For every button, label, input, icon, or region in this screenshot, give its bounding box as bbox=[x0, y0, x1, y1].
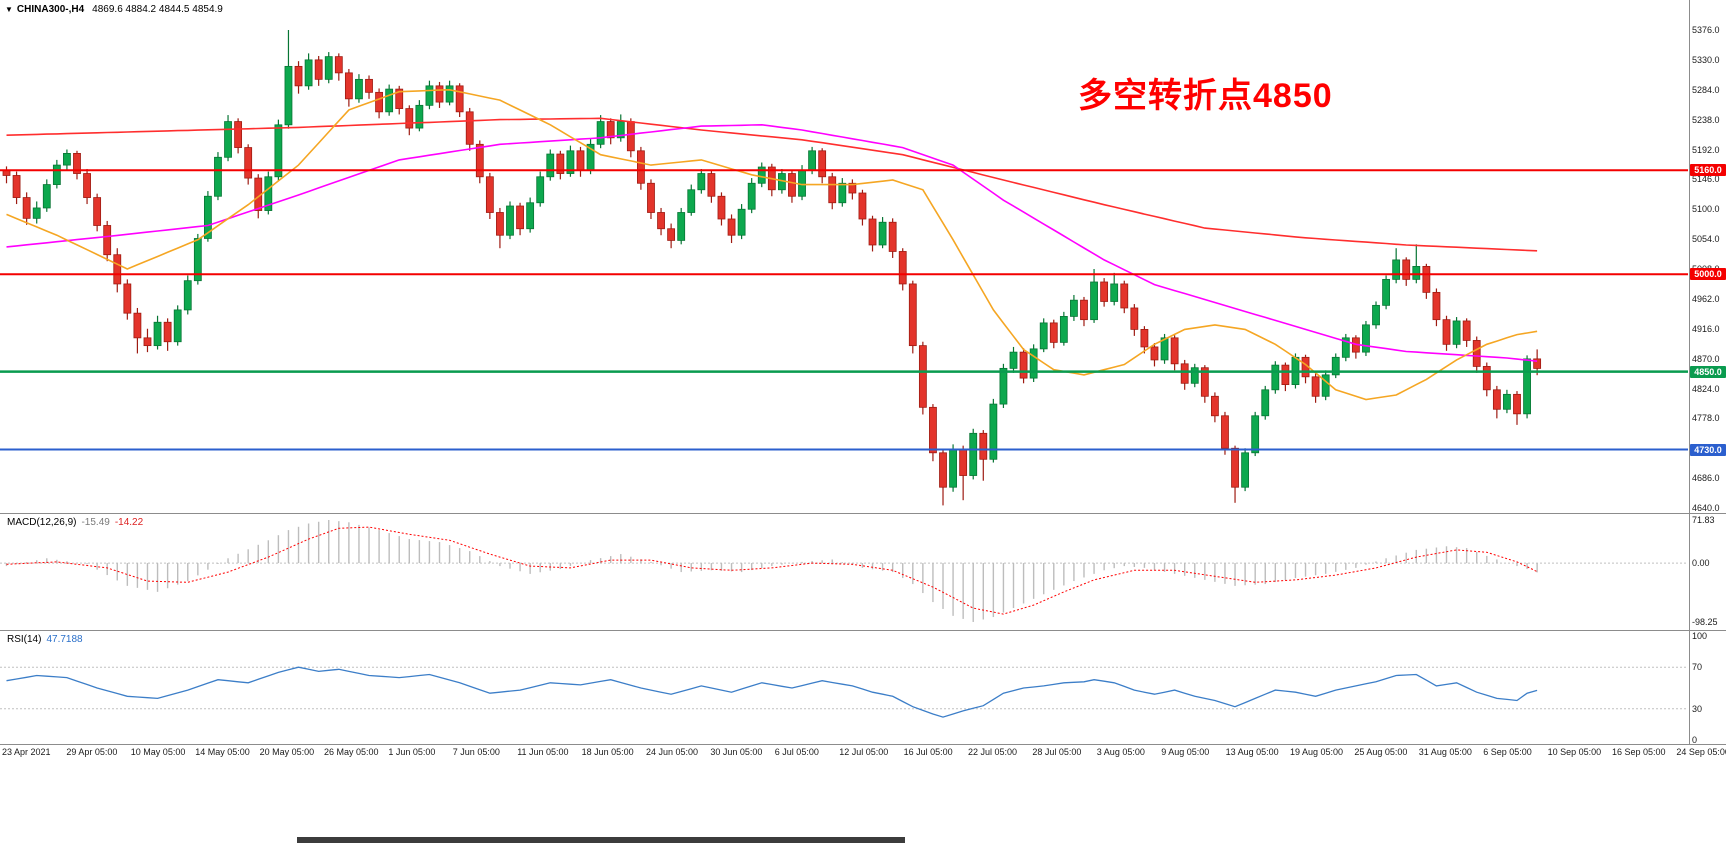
time-label-10: 24 Jun 05:00 bbox=[646, 747, 699, 757]
price-tag-5160.0: 5160.0 bbox=[1690, 164, 1726, 177]
time-label-15: 22 Jul 05:00 bbox=[968, 747, 1018, 757]
time-label-5: 26 May 05:00 bbox=[324, 747, 379, 757]
price-tick-5238.0: 5238.0 bbox=[1692, 114, 1720, 125]
time-label-17: 3 Aug 05:00 bbox=[1096, 747, 1145, 757]
price-tag-4850.0: 4850.0 bbox=[1690, 365, 1726, 378]
ma-mid-line[interactable] bbox=[6, 123, 1538, 362]
time-label-1: 29 Apr 05:00 bbox=[66, 747, 118, 757]
macd-main-value: -15.49 bbox=[81, 517, 110, 528]
macd-signal-value: -14.22 bbox=[114, 517, 144, 528]
price-tick-5192.0: 5192.0 bbox=[1692, 144, 1720, 155]
time-label-21: 25 Aug 05:00 bbox=[1354, 747, 1408, 757]
macd-signal-line[interactable] bbox=[6, 526, 1538, 615]
time-label-22: 31 Aug 05:00 bbox=[1418, 747, 1472, 757]
time-label-6: 1 Jun 05:00 bbox=[388, 747, 436, 757]
time-label-7: 7 Jun 05:00 bbox=[452, 747, 500, 757]
time-label-24: 10 Sep 05:00 bbox=[1547, 747, 1602, 757]
ma-slow-line[interactable] bbox=[6, 117, 1538, 252]
time-label-9: 18 Jun 05:00 bbox=[581, 747, 634, 757]
macd-tick-71.83: 71.83 bbox=[1692, 515, 1715, 525]
rsi-label: RSI(14) bbox=[7, 634, 42, 645]
macd-histogram bbox=[5, 520, 1538, 622]
bottom-window-edge bbox=[297, 837, 905, 843]
time-label-0: 23 Apr 2021 bbox=[2, 747, 51, 757]
price-tick-4686.0: 4686.0 bbox=[1692, 473, 1720, 484]
rsi-value: 47.7188 bbox=[46, 634, 83, 645]
ohlc-values: 4869.6 4884.2 4844.5 4854.9 bbox=[92, 4, 223, 15]
time-label-4: 20 May 05:00 bbox=[259, 747, 315, 757]
price-tick-4962.0: 4962.0 bbox=[1692, 293, 1720, 304]
price-tag-5000.0: 5000.0 bbox=[1690, 268, 1726, 281]
time-label-12: 6 Jul 05:00 bbox=[774, 747, 819, 757]
time-label-11: 30 Jun 05:00 bbox=[710, 747, 763, 757]
price-tick-5376.0: 5376.0 bbox=[1692, 25, 1720, 35]
time-label-20: 19 Aug 05:00 bbox=[1290, 747, 1344, 757]
price-tick-5146.0: 5146.0 bbox=[1692, 174, 1720, 185]
time-label-16: 28 Jul 05:00 bbox=[1032, 747, 1082, 757]
price-tick-4870.0: 4870.0 bbox=[1692, 353, 1720, 364]
macd-tick-0.00: 0.00 bbox=[1692, 558, 1710, 569]
price-tick-5054.0: 5054.0 bbox=[1692, 234, 1720, 245]
macd-header: MACD(12,26,9) -15.49 -14.22 bbox=[7, 517, 148, 528]
price-tick-5284.0: 5284.0 bbox=[1692, 84, 1720, 95]
time-label-2: 10 May 05:00 bbox=[130, 747, 186, 757]
price-tick-5100.0: 5100.0 bbox=[1692, 204, 1720, 215]
time-label-18: 9 Aug 05:00 bbox=[1161, 747, 1210, 757]
rsi-line[interactable] bbox=[6, 666, 1538, 718]
price-tick-5330.0: 5330.0 bbox=[1692, 54, 1720, 65]
rsi-tick-0: 0 bbox=[1692, 735, 1698, 745]
symbol-dropdown-icon[interactable]: ▼ bbox=[5, 5, 13, 14]
time-label-19: 13 Aug 05:00 bbox=[1225, 747, 1279, 757]
rsi-tick-70: 70 bbox=[1692, 662, 1703, 673]
price-tick-4778.0: 4778.0 bbox=[1692, 413, 1720, 424]
symbol-title: CHINA300-,H4 bbox=[16, 4, 85, 15]
price-tick-4824.0: 4824.0 bbox=[1692, 383, 1720, 394]
candles-group bbox=[2, 30, 1542, 506]
time-label-23: 6 Sep 05:00 bbox=[1483, 747, 1532, 757]
price-tick-4916.0: 4916.0 bbox=[1692, 323, 1720, 334]
rsi-tick-30: 30 bbox=[1692, 703, 1703, 714]
rsi-header: RSI(14) 47.7188 bbox=[7, 634, 88, 645]
price-tag-4730.0: 4730.0 bbox=[1690, 443, 1726, 456]
price-tick-4640.0: 4640.0 bbox=[1692, 503, 1720, 513]
annotation-text[interactable]: 多空转折点4850 bbox=[1078, 77, 1333, 115]
ma-fast-line[interactable] bbox=[6, 88, 1538, 401]
macd-label: MACD(12,26,9) bbox=[7, 517, 77, 528]
time-label-14: 16 Jul 05:00 bbox=[903, 747, 953, 757]
chart-header: ▼ CHINA300-,H4 4869.6 4884.2 4844.5 4854.9 bbox=[5, 4, 223, 15]
rsi-tick-100: 100 bbox=[1692, 631, 1708, 641]
time-label-26: 24 Sep 05:00 bbox=[1676, 747, 1726, 757]
time-label-13: 12 Jul 05:00 bbox=[839, 747, 889, 757]
macd-tick--98.25: -98.25 bbox=[1692, 617, 1718, 627]
time-label-3: 14 May 05:00 bbox=[195, 747, 250, 757]
time-label-8: 11 Jun 05:00 bbox=[517, 747, 569, 757]
time-label-25: 16 Sep 05:00 bbox=[1612, 747, 1666, 757]
